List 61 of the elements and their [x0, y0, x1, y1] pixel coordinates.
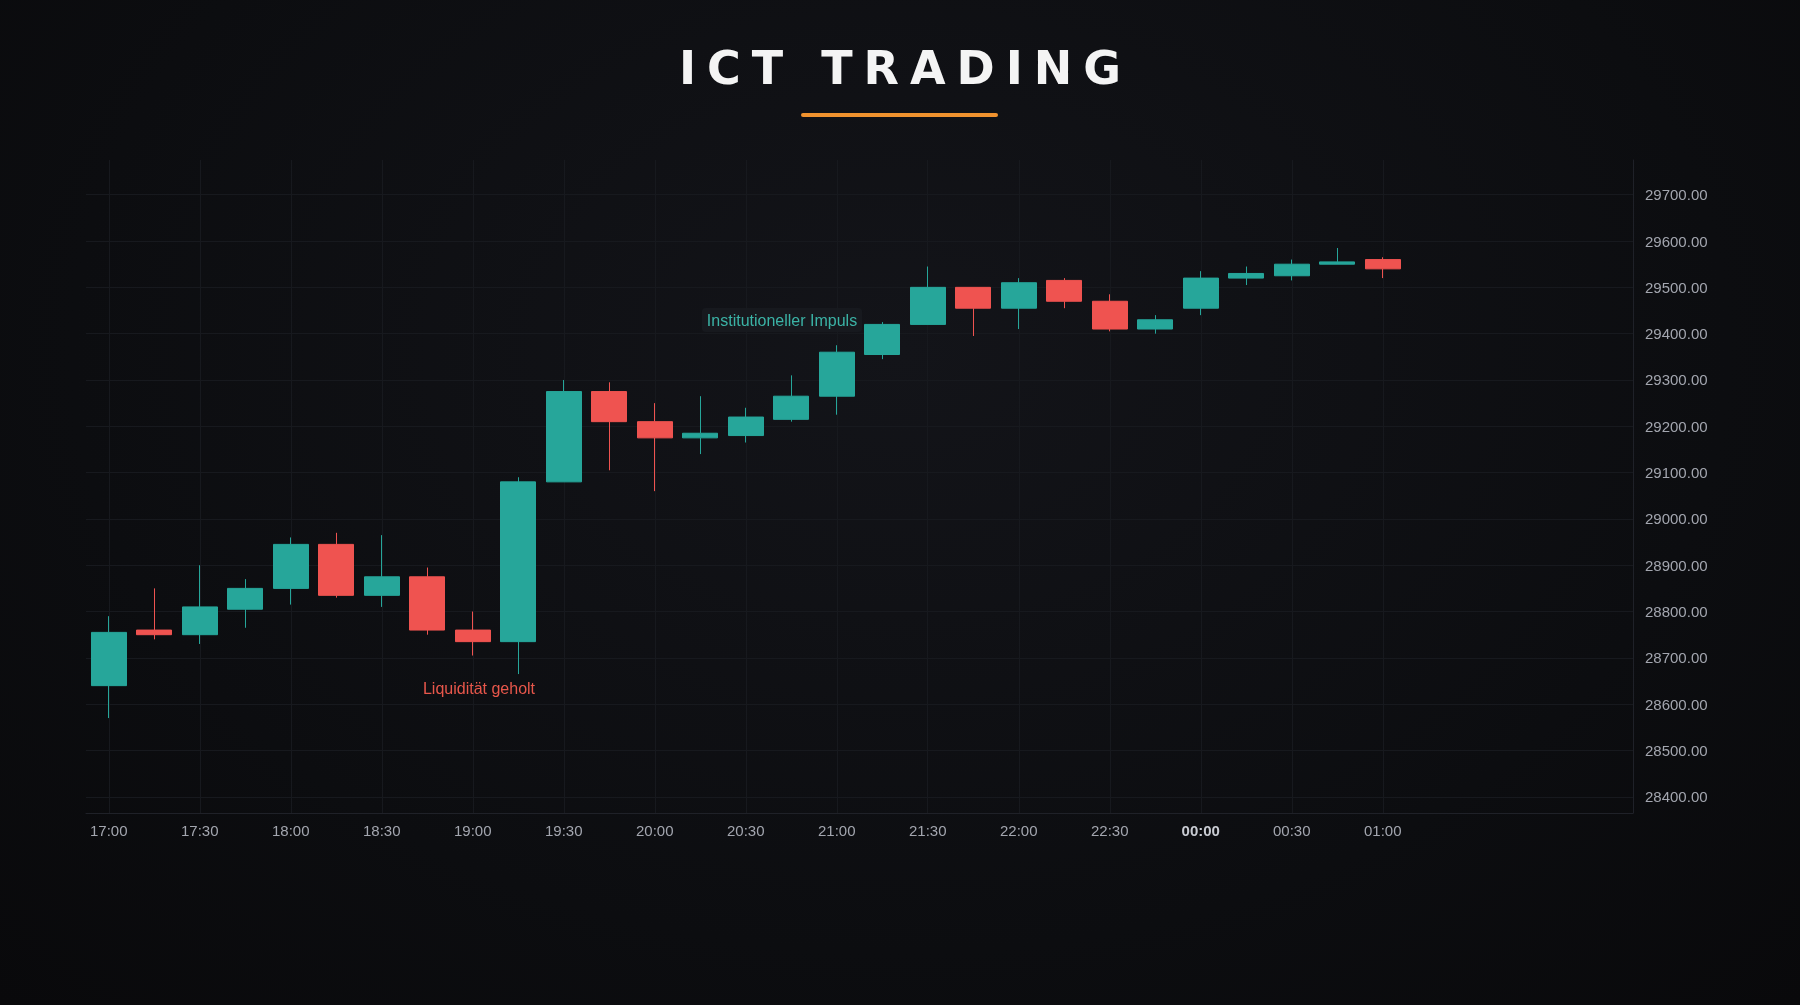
- x-tick-label: 19:00: [453, 822, 492, 839]
- candlestick: [182, 564, 218, 645]
- candlestick: [1046, 277, 1082, 309]
- candlestick: [910, 266, 946, 325]
- x-tick-label: 00:00: [1181, 822, 1220, 839]
- y-tick-label: 28400.00: [1645, 788, 1708, 806]
- candlestick: [728, 407, 764, 443]
- candlestick: [1137, 314, 1173, 335]
- candlestick: [591, 381, 627, 471]
- y-tick-label: 28900.00: [1645, 556, 1708, 574]
- x-tick-label: 22:30: [1090, 822, 1129, 839]
- x-tick-label: 17:30: [180, 822, 219, 839]
- y-tick-label: 28500.00: [1645, 741, 1708, 759]
- y-tick-label: 29500.00: [1645, 278, 1708, 296]
- y-tick-label: 29400.00: [1645, 325, 1708, 343]
- y-tick-label: 28700.00: [1645, 649, 1708, 667]
- x-tick-label: 00:30: [1272, 822, 1311, 839]
- candlestick: [819, 344, 855, 416]
- candlestick: [546, 379, 582, 483]
- y-tick-label: 29600.00: [1645, 232, 1708, 250]
- candlestick: [227, 578, 263, 629]
- candlestick: [364, 534, 400, 608]
- candlestick: [773, 374, 809, 423]
- candlestick: [864, 321, 900, 360]
- annotation: Liquidität geholt: [422, 679, 536, 697]
- candlestick: [455, 611, 491, 657]
- x-tick-label: 22:00: [999, 822, 1038, 839]
- x-tick-label: 20:30: [726, 822, 765, 839]
- chart-title: ICT TRADING: [677, 40, 1134, 96]
- candlestick: [1365, 256, 1401, 279]
- candlestick: [1274, 259, 1310, 281]
- y-tick-label: 29300.00: [1645, 371, 1708, 389]
- annotation: Institutioneller Impuls: [706, 311, 858, 329]
- x-tick-label: 01:00: [1363, 822, 1402, 839]
- candlestick: [1001, 277, 1037, 330]
- x-tick-label: 18:30: [362, 822, 401, 839]
- y-tick-label: 29200.00: [1645, 417, 1708, 435]
- candlestick: [637, 402, 673, 492]
- x-tick-label: 21:30: [908, 822, 947, 839]
- candlestick: [318, 532, 354, 599]
- candlestick: [136, 587, 172, 640]
- candlestick: [1319, 247, 1355, 265]
- x-tick-label: 17:00: [89, 822, 128, 839]
- candlestick: [409, 567, 445, 636]
- candlestick: [955, 286, 991, 337]
- x-tick-label: 18:00: [271, 822, 310, 839]
- candlestick: [91, 615, 127, 719]
- candlestick: [500, 476, 536, 675]
- x-tick-label: 21:00: [817, 822, 856, 839]
- x-tick-label: 20:00: [635, 822, 674, 839]
- candlestick: [273, 536, 309, 606]
- candlestick: [1228, 266, 1264, 286]
- y-tick-label: 29000.00: [1645, 510, 1708, 528]
- y-tick-label: 29700.00: [1645, 186, 1708, 204]
- y-tick-label: 28800.00: [1645, 603, 1708, 621]
- candlestick: [1183, 270, 1219, 316]
- candlestick: [682, 395, 718, 455]
- y-tick-label: 28600.00: [1645, 695, 1708, 713]
- candlestick: [1092, 293, 1128, 332]
- x-tick-label: 19:30: [544, 822, 583, 839]
- y-tick-label: 29100.00: [1645, 464, 1708, 482]
